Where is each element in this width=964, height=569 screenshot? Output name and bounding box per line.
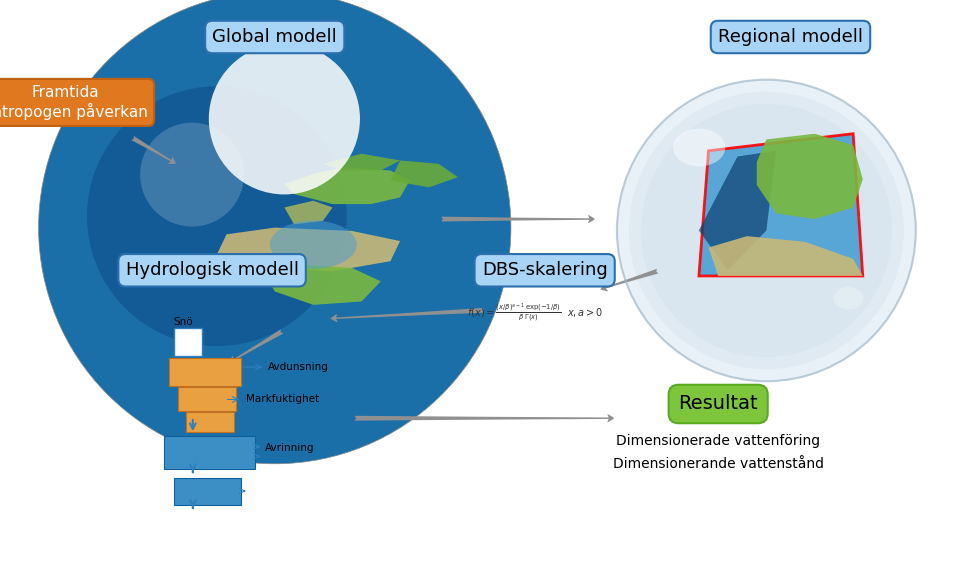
Text: Hydrologisk modell: Hydrologisk modell [125,261,299,279]
Text: Avrinning: Avrinning [265,443,314,453]
Text: DBS-skalering: DBS-skalering [482,261,607,279]
Polygon shape [699,151,776,270]
Ellipse shape [87,86,347,346]
Text: Markfuktighet: Markfuktighet [246,394,319,405]
Polygon shape [265,265,381,305]
Text: Global modell: Global modell [212,28,337,46]
Ellipse shape [270,221,357,269]
Polygon shape [699,134,863,276]
Polygon shape [284,201,333,224]
FancyBboxPatch shape [164,436,255,469]
Text: Avdunsning: Avdunsning [268,362,329,372]
Text: Snö: Snö [174,317,193,327]
Ellipse shape [629,92,904,369]
Ellipse shape [834,287,864,310]
Polygon shape [217,228,400,271]
Text: $f(x) = \frac{(x/\beta)^{a-1}\,\exp(-1/\beta)}{\beta\,\Gamma(x)}\ \ x,a>0$: $f(x) = \frac{(x/\beta)^{a-1}\,\exp(-1/\… [467,302,603,324]
Text: Dimensionerade vattenföring: Dimensionerade vattenföring [616,434,820,448]
Ellipse shape [673,129,725,166]
Ellipse shape [39,0,511,464]
Polygon shape [757,134,863,219]
Ellipse shape [641,104,892,357]
Text: Resultat: Resultat [679,394,758,414]
Ellipse shape [617,80,916,381]
FancyBboxPatch shape [174,478,241,505]
Text: Framtida
antropogen påverkan: Framtida antropogen påverkan [0,85,148,120]
Polygon shape [390,160,458,187]
Text: Regional modell: Regional modell [718,28,863,46]
FancyBboxPatch shape [178,387,236,411]
Polygon shape [709,236,863,276]
FancyBboxPatch shape [169,358,241,386]
FancyBboxPatch shape [186,412,234,432]
Ellipse shape [140,123,244,226]
Polygon shape [284,167,410,204]
Ellipse shape [209,43,360,195]
FancyBboxPatch shape [174,328,202,356]
Text: Dimensionerande vattenstånd: Dimensionerande vattenstånd [613,457,823,471]
Polygon shape [323,154,400,171]
